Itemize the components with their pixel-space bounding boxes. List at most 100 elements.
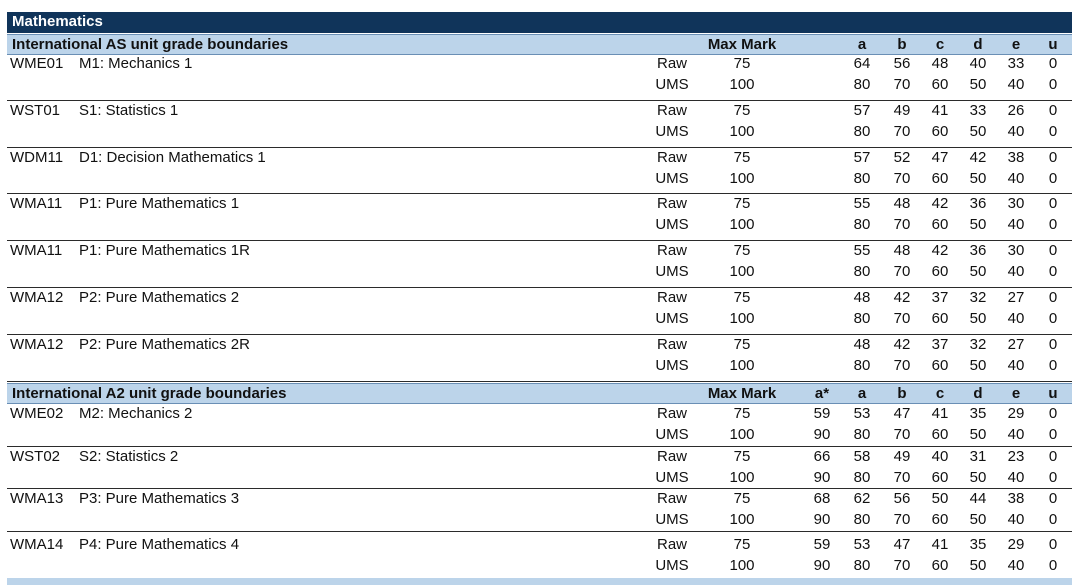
raw-max-mark: 75 [733,195,751,213]
raw-max-mark: 75 [733,447,751,465]
unit-name: P3: Pure Mathematics 3 [79,490,240,507]
subject-title: Mathematics [12,13,103,30]
raw-grade-astar: 59 [813,535,831,553]
ums-grade-b: 70 [893,263,911,281]
raw-grade-e: 38 [1007,148,1025,166]
raw-max-mark: 75 [733,490,751,507]
ums-grade-e: 40 [1007,468,1025,486]
ums-max-mark: 100 [729,76,755,93]
ums-label: UMS [655,263,689,281]
ums-grade-a: 80 [853,122,871,140]
grade-header-astar: a* [814,385,830,402]
ums-max-mark: 100 [729,511,755,528]
raw-grade-u: 0 [1048,289,1058,306]
ums-grade-u: 0 [1048,216,1058,234]
grade-header-c: c [935,36,945,53]
raw-grade-c: 50 [931,490,949,507]
unit-code: WME02 [10,405,64,422]
raw-grade-d: 44 [969,490,987,507]
ums-grade-b: 70 [893,122,911,140]
ums-grade-u: 0 [1048,356,1058,374]
raw-max-mark: 75 [733,535,751,553]
ums-grade-b: 70 [893,511,911,528]
ums-grade-e: 40 [1007,511,1025,528]
raw-grade-b: 47 [893,535,911,553]
raw-grade-d: 35 [969,535,987,553]
max-mark-header: Max Mark [707,385,777,402]
raw-grade-a: 58 [853,447,871,465]
unit-name: D1: Decision Mathematics 1 [79,148,266,166]
raw-grade-d: 35 [969,405,987,422]
grade-header-u: u [1048,36,1058,53]
ums-grade-b: 70 [893,556,911,574]
ums-max-mark: 100 [729,356,755,374]
raw-grade-d: 42 [969,148,987,166]
ums-grade-a: 80 [853,556,871,574]
ums-grade-astar: 90 [813,468,831,486]
ums-grade-c: 60 [931,511,949,528]
ums-grade-u: 0 [1048,426,1058,443]
raw-label: Raw [656,447,688,465]
ums-grade-e: 40 [1007,356,1025,374]
ums-max-mark: 100 [729,556,755,574]
ums-grade-a: 80 [853,468,871,486]
raw-grade-a: 62 [853,490,871,507]
ums-grade-d: 50 [969,310,987,327]
ums-grade-u: 0 [1048,169,1058,187]
ums-grade-e: 40 [1007,426,1025,443]
unit-name: S2: Statistics 2 [79,447,179,465]
raw-grade-e: 30 [1007,195,1025,213]
ums-grade-a: 80 [853,169,871,187]
raw-grade-c: 40 [931,447,949,465]
raw-grade-d: 36 [969,242,987,260]
raw-grade-u: 0 [1048,447,1058,465]
raw-grade-a: 57 [853,101,871,119]
raw-label: Raw [656,242,688,260]
ums-grade-e: 40 [1007,122,1025,140]
ums-grade-a: 80 [853,216,871,234]
ums-max-mark: 100 [729,426,755,443]
unit-code: WST01 [10,101,61,119]
raw-grade-astar: 68 [813,490,831,507]
ums-grade-c: 60 [931,122,949,140]
raw-grade-c: 41 [931,535,949,553]
raw-grade-e: 29 [1007,535,1025,553]
ums-label: UMS [655,310,689,327]
raw-grade-u: 0 [1048,335,1058,353]
raw-grade-a: 55 [853,195,871,213]
unit-code: WMA11 [10,195,63,213]
unit-code: WME01 [10,55,64,72]
unit-code: WMA12 [10,289,64,306]
unit-row: WDM11 D1: Decision Mathematics 1 Raw 75 57 52… [7,148,1072,195]
raw-label: Raw [656,289,688,306]
ums-grade-c: 60 [931,356,949,374]
ums-grade-d: 50 [969,216,987,234]
raw-grade-a: 53 [853,535,871,553]
ums-grade-e: 40 [1007,216,1025,234]
unit-name: P2: Pure Mathematics 2 [79,289,240,306]
ums-grade-e: 40 [1007,263,1025,281]
ums-grade-e: 40 [1007,556,1025,574]
ums-grade-c: 60 [931,468,949,486]
raw-max-mark: 75 [733,101,751,119]
ums-grade-b: 70 [893,468,911,486]
raw-label: Raw [656,405,688,422]
raw-label: Raw [656,535,688,553]
ums-grade-a: 80 [853,356,871,374]
raw-grade-u: 0 [1048,490,1058,507]
ums-max-mark: 100 [729,310,755,327]
grade-header-d: d [973,385,983,402]
ums-grade-c: 60 [931,169,949,187]
raw-grade-d: 32 [969,335,987,353]
ums-grade-d: 50 [969,511,987,528]
ums-label: UMS [655,356,689,374]
raw-grade-d: 32 [969,289,987,306]
raw-grade-e: 29 [1007,405,1025,422]
ums-grade-b: 70 [893,426,911,443]
grade-header-a: a [857,36,867,53]
unit-code: WDM11 [10,148,64,166]
raw-grade-astar: 59 [813,405,831,422]
raw-grade-c: 41 [931,405,949,422]
raw-grade-b: 49 [893,447,911,465]
raw-grade-e: 33 [1007,55,1025,72]
